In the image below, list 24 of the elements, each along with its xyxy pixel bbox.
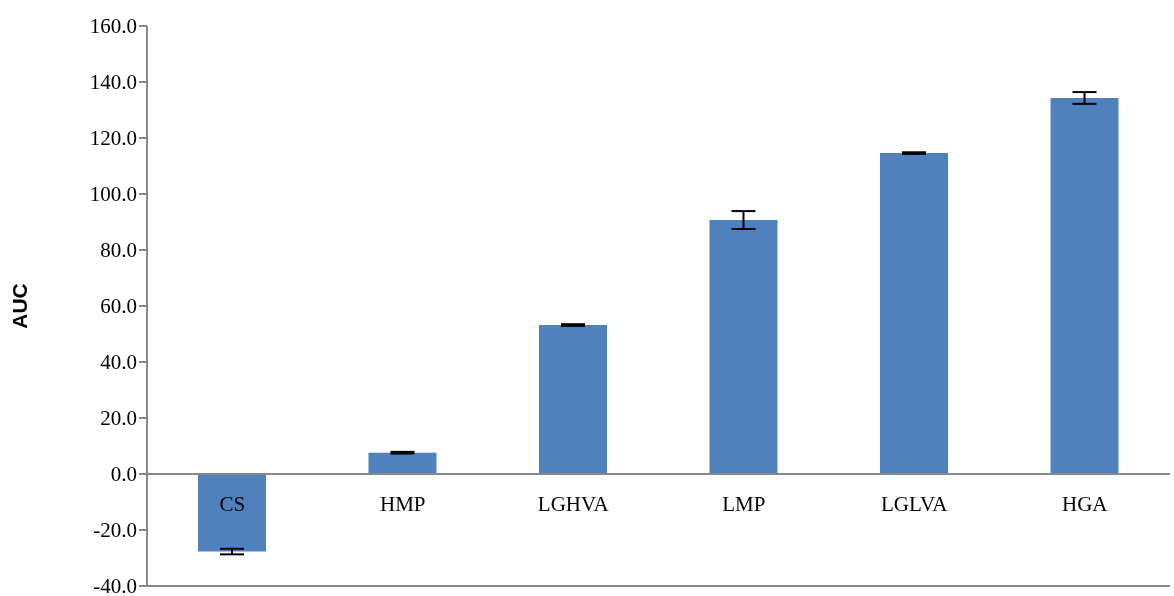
bar [709, 220, 778, 474]
x-tick-label: CS [219, 491, 246, 516]
bar [368, 452, 437, 474]
bar [198, 474, 266, 552]
x-tick-label: LGLVA [880, 491, 949, 516]
y-tick-label: 40.0 [100, 350, 137, 375]
x-tick-label: HGA [1062, 491, 1109, 516]
y-tick-label: 0.0 [110, 462, 137, 487]
y-tick-label: -20.0 [93, 518, 137, 543]
bar [1050, 97, 1119, 474]
bar [539, 325, 607, 474]
x-tick-label: HMP [379, 491, 426, 516]
y-tick-label: 80.0 [100, 238, 137, 263]
y-tick-label: 20.0 [100, 406, 137, 431]
x-tick-label: LGHVA [537, 491, 610, 516]
y-tick-label: -40.0 [93, 574, 137, 596]
y-tick-label: 120.0 [89, 126, 137, 151]
x-tick-label: LMP [722, 491, 766, 516]
y-tick-label: 140.0 [89, 70, 137, 95]
y-axis-title: AUC [8, 283, 32, 329]
bar [880, 153, 948, 474]
y-tick-label: 160.0 [89, 14, 137, 39]
y-tick-label: 60.0 [100, 294, 137, 319]
y-tick-label: 100.0 [89, 182, 137, 207]
